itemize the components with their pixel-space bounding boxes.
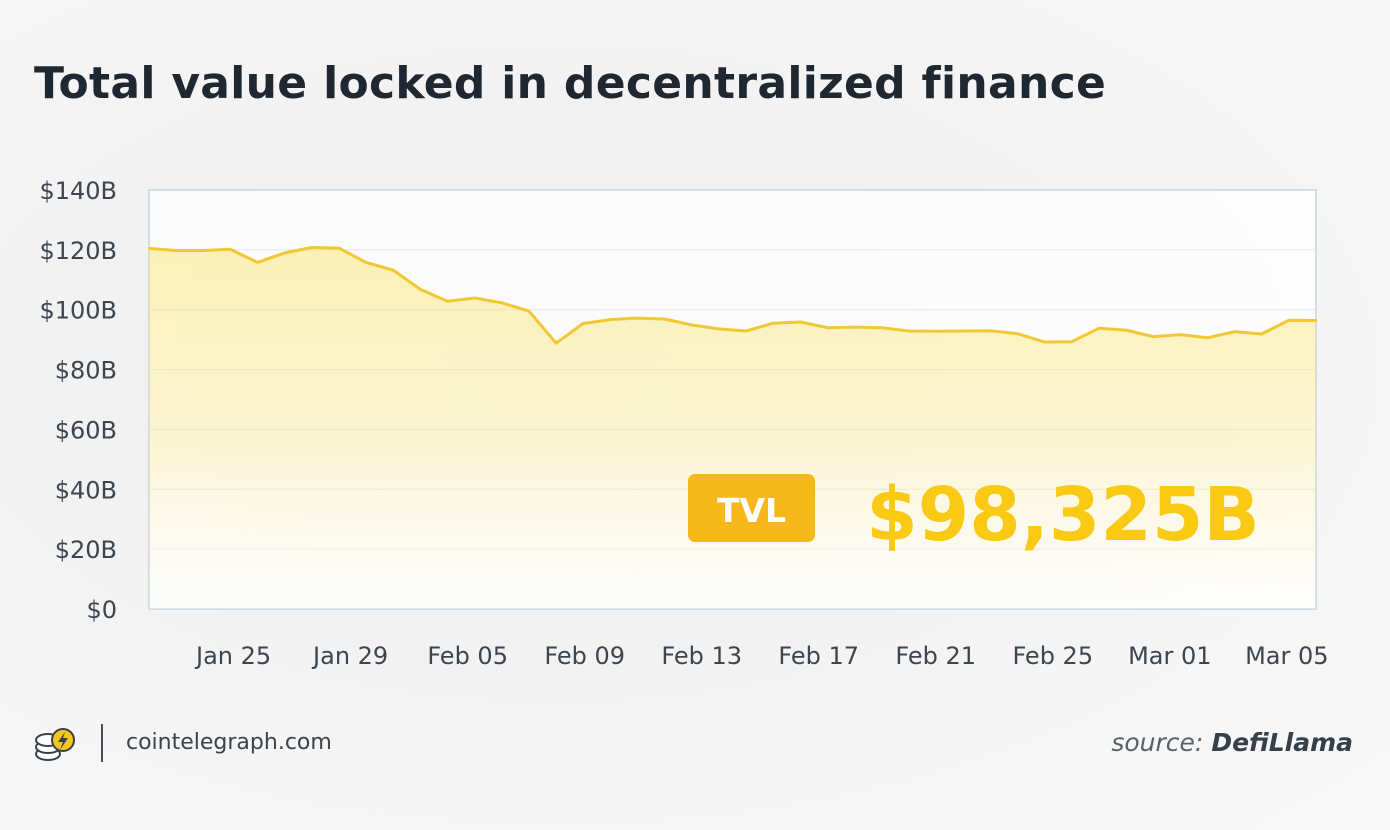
y-axis-tick-labels: $0 $20B $40B $60B $80B $100B $120B $140B bbox=[39, 177, 117, 624]
tvl-data-point bbox=[473, 296, 476, 300]
x-tick-label: Feb 13 bbox=[661, 642, 742, 670]
tvl-area-fill bbox=[149, 247, 1316, 609]
source-prefix: source: bbox=[1111, 728, 1204, 757]
tvl-data-point bbox=[419, 288, 422, 291]
x-tick-label: Mar 01 bbox=[1128, 642, 1211, 670]
tvl-data-point bbox=[609, 318, 612, 321]
tvl-data-point bbox=[717, 327, 721, 331]
tvl-data-point bbox=[1314, 319, 1318, 322]
x-tick-label: Feb 21 bbox=[895, 642, 976, 670]
x-tick-label: Feb 05 bbox=[427, 642, 508, 670]
tvl-data-point bbox=[446, 300, 449, 303]
y-tick-label: $80B bbox=[55, 357, 117, 385]
tvl-data-point bbox=[1233, 330, 1236, 333]
x-tick-label: Mar 05 bbox=[1245, 642, 1328, 670]
tvl-data-point bbox=[934, 330, 938, 333]
tvl-badge: TVL bbox=[688, 474, 815, 542]
tvl-data-point bbox=[364, 261, 368, 264]
tvl-data-point bbox=[283, 251, 286, 255]
tvl-data-point bbox=[256, 261, 259, 264]
tvl-points bbox=[147, 246, 1318, 345]
tvl-data-point bbox=[229, 248, 232, 251]
tvl-data-point bbox=[174, 249, 178, 252]
tvl-data-point bbox=[1260, 332, 1263, 336]
source-credit: source: DefiLlama bbox=[1111, 728, 1353, 757]
tvl-badge-label: TVL bbox=[717, 491, 786, 530]
tvl-data-point bbox=[1179, 333, 1182, 336]
tvl-data-point bbox=[853, 325, 856, 329]
tvl-data-point bbox=[554, 342, 558, 345]
tvl-data-point bbox=[744, 329, 748, 333]
tvl-data-point bbox=[1287, 319, 1291, 322]
tvl-data-point bbox=[310, 246, 313, 249]
tvl-data-point bbox=[582, 322, 585, 325]
tvl-data-point bbox=[772, 322, 775, 325]
tvl-data-point bbox=[202, 249, 205, 252]
footer-divider bbox=[101, 724, 103, 762]
tvl-series-line bbox=[148, 246, 1317, 345]
tvl-data-point bbox=[527, 310, 531, 313]
tvl-data-point bbox=[826, 326, 829, 329]
tvl-data-point bbox=[500, 301, 503, 304]
tvl-data-point bbox=[1016, 332, 1019, 335]
tvl-data-point bbox=[799, 320, 802, 324]
chart-title: Total value locked in decentralized fina… bbox=[34, 58, 1107, 109]
tvl-value: $98,325B bbox=[866, 472, 1259, 558]
tvl-data-point bbox=[1043, 340, 1046, 344]
x-tick-label: Feb 09 bbox=[544, 642, 625, 670]
tvl-data-point bbox=[1070, 340, 1073, 343]
y-tick-label: $60B bbox=[55, 416, 117, 444]
tvl-data-point bbox=[337, 246, 341, 250]
y-tick-label: $140B bbox=[39, 177, 117, 205]
tvl-data-point bbox=[907, 329, 911, 333]
tvl-data-point bbox=[392, 269, 395, 272]
tvl-data-point bbox=[1097, 327, 1101, 330]
tvl-data-point bbox=[880, 326, 883, 329]
y-tick-label: $100B bbox=[39, 297, 117, 325]
tvl-data-point bbox=[989, 329, 992, 332]
x-tick-label: Jan 25 bbox=[194, 642, 271, 670]
x-tick-label: Jan 29 bbox=[311, 642, 388, 670]
y-tick-label: $20B bbox=[55, 536, 117, 564]
source-name: DefiLlama bbox=[1211, 728, 1353, 757]
tvl-data-point bbox=[147, 247, 151, 250]
tvl-data-point bbox=[1206, 336, 1209, 339]
tvl-data-point bbox=[690, 323, 693, 327]
y-tick-label: $120B bbox=[39, 237, 117, 265]
y-tick-label: $0 bbox=[86, 596, 117, 624]
tvl-area-chart: $0 $20B $40B $60B $80B $100B $120B $140B Jan 25… bbox=[39, 177, 1329, 670]
x-axis-tick-labels: Jan 25 Jan 29 Feb 05 Feb 09 Feb 13 Feb 17 Feb … bbox=[194, 642, 1329, 670]
x-tick-label: Feb 25 bbox=[1012, 642, 1093, 670]
tvl-data-point bbox=[636, 316, 639, 320]
tvl-data-point bbox=[962, 329, 965, 333]
tvl-data-point bbox=[663, 317, 666, 321]
x-tick-label: Feb 17 bbox=[778, 642, 859, 670]
tvl-data-point bbox=[1124, 328, 1128, 332]
footer-site-name: cointelegraph.com bbox=[126, 730, 332, 755]
cointelegraph-logo-icon bbox=[34, 724, 78, 764]
tvl-data-point bbox=[1152, 335, 1155, 338]
y-tick-label: $40B bbox=[55, 476, 117, 504]
